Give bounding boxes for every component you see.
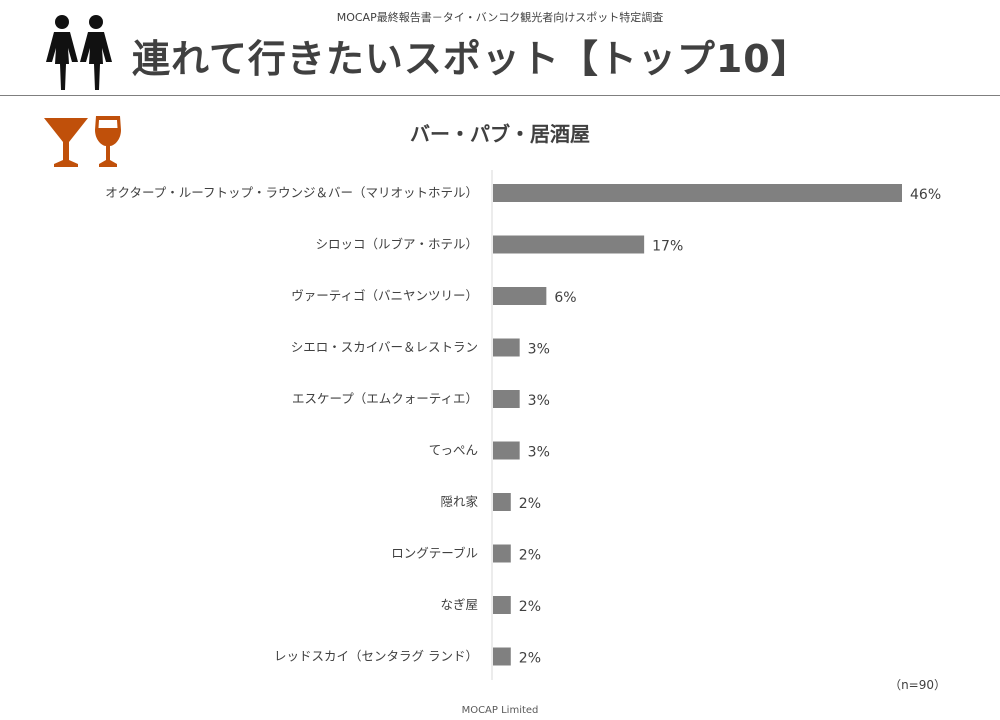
data-label: 6%	[554, 290, 576, 306]
data-label: 2%	[519, 496, 541, 512]
bar	[493, 287, 547, 305]
category-label: なぎ屋	[440, 597, 478, 612]
bar	[493, 493, 511, 511]
category-label: レッドスカイ（センタラグ ランド）	[274, 649, 478, 664]
category-label: ロングテーブル	[391, 546, 478, 561]
bar-chart: オクタープ・ルーフトップ・ラウンジ＆バー（マリオットホテル） 46% シロッコ（ルブ…	[105, 170, 941, 680]
data-label: 2%	[519, 548, 541, 564]
category-label: 隠れ家	[440, 494, 478, 509]
category-label: シエロ・スカイバー＆レストラン	[291, 340, 478, 355]
bar	[493, 441, 520, 460]
cocktail-and-wine-glass-icon	[44, 116, 121, 167]
chart-title: バー・パブ・居酒屋	[410, 122, 590, 146]
bar	[493, 184, 902, 202]
bar	[493, 338, 520, 357]
category-label: てっぺん	[429, 443, 478, 458]
bar	[493, 647, 511, 666]
data-label: 2%	[519, 651, 541, 667]
data-label: 17%	[652, 239, 683, 255]
category-label: ヴァーティゴ（バニヤンツリー）	[291, 288, 478, 303]
data-label: 3%	[528, 342, 550, 358]
category-label: エスケープ（エムクォーティエ）	[292, 391, 478, 406]
sample-size-note: （n=90）	[889, 678, 946, 692]
data-label: 3%	[528, 393, 550, 409]
bar	[493, 544, 511, 563]
data-label: 3%	[528, 445, 550, 461]
bar	[493, 390, 520, 408]
couple-icon	[46, 15, 112, 90]
data-label: 2%	[519, 599, 541, 615]
report-subtitle: MOCAP最終報告書－タイ・バンコク観光者向けスポット特定調査	[336, 11, 664, 24]
bar	[493, 235, 645, 254]
bar	[493, 596, 511, 614]
header-divider	[0, 95, 1000, 96]
data-label: 46%	[910, 187, 941, 203]
page-title: 連れて行きたいスポット【トップ10】	[132, 37, 810, 81]
footer-company: MOCAP Limited	[461, 705, 539, 716]
category-label: シロッコ（ルブア・ホテル）	[315, 237, 478, 252]
category-label: オクタープ・ルーフトップ・ラウンジ＆バー（マリオットホテル）	[105, 185, 478, 200]
